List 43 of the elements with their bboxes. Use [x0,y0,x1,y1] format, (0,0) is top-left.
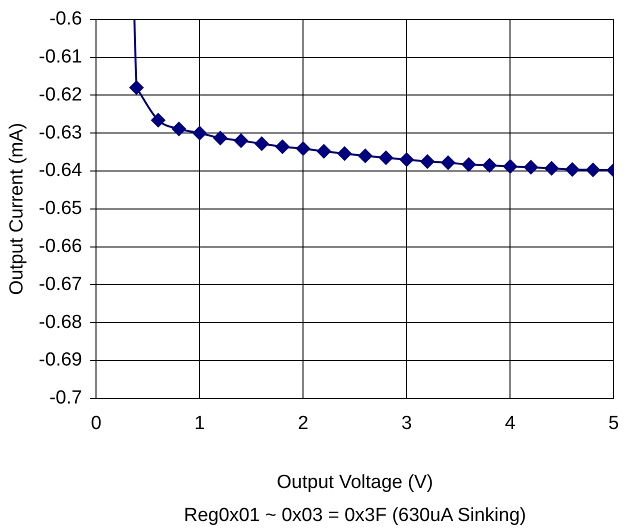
point [316,144,331,158]
point [213,131,228,146]
y-tick-label: -0.66 [38,236,82,258]
x-tick-label: 1 [194,413,205,434]
point [129,80,144,95]
y-axis-title: Output Current (mA) [6,122,28,295]
x-tick-label: 2 [298,413,308,434]
point [338,146,352,161]
point [441,156,456,170]
point [172,122,186,136]
y-tick-label: -0.7 [49,388,82,409]
point [482,158,496,172]
y-tick-label: -0.61 [38,46,82,68]
point [151,113,166,128]
y-tick-label: -0.67 [38,274,82,295]
point [565,162,580,176]
point [524,160,538,174]
point [420,154,434,169]
point [400,152,414,167]
y-tick-label: -0.6 [49,8,82,30]
y-tick-label: -0.63 [38,122,82,144]
point [296,142,310,156]
point [586,162,600,177]
x-tick-label: 3 [401,413,412,434]
point [378,150,393,165]
point [462,158,476,172]
x-tick-label: 4 [504,413,516,434]
x-tick-label: 5 [608,413,620,434]
text: Reg0x01 ~ 0x03 = 0x3F (630uA Sinking) [184,505,526,526]
point [192,126,207,140]
y-tick-label: -0.65 [38,198,82,220]
point [234,134,248,148]
y-tick-label: -0.68 [38,312,82,333]
y-tick-label: -0.69 [38,350,82,371]
x-axis-title: Output Voltage (V) [276,472,434,493]
point [544,161,559,176]
point [275,140,290,154]
point [503,159,518,174]
point [254,136,269,151]
x-tick-label: 0 [90,413,102,434]
y-tick-label: -0.62 [38,84,82,106]
y-tick-label: -0.64 [38,160,83,182]
point [358,148,372,163]
